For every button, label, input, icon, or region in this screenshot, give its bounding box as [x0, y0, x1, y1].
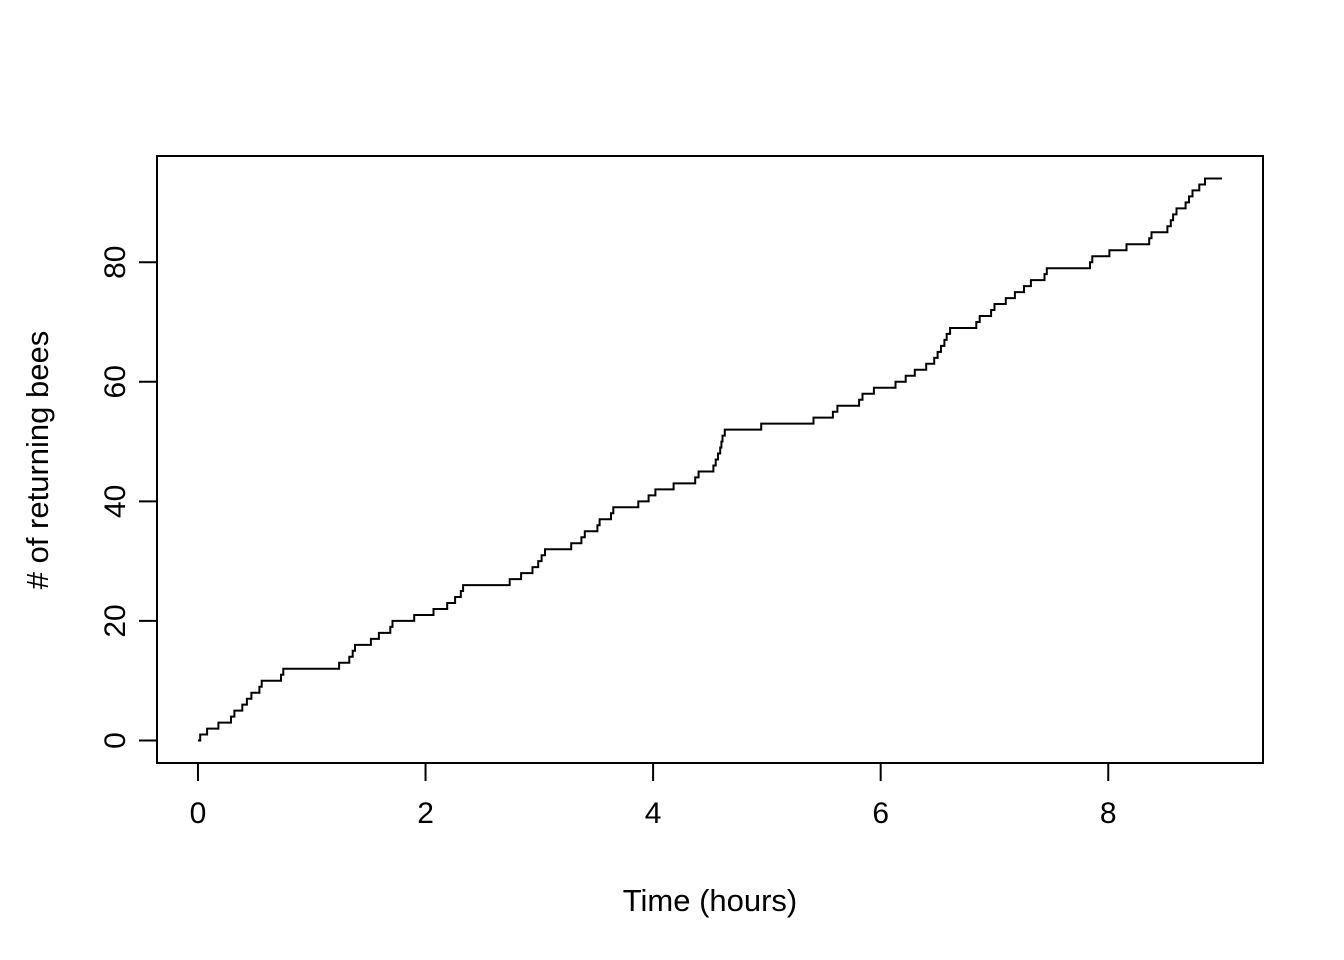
x-tick-label: 8 [1100, 797, 1117, 830]
y-tick-label: 60 [99, 365, 132, 398]
step-curve [198, 177, 1222, 742]
x-axis-title: Time (hours) [622, 883, 798, 918]
y-tick-label: 80 [99, 246, 132, 279]
x-tick-label: 0 [190, 797, 207, 830]
x-tick-label: 4 [645, 797, 662, 830]
y-tick-label: 20 [99, 604, 132, 637]
y-tick-label: 0 [99, 732, 132, 749]
x-tick-label: 2 [417, 797, 434, 830]
plot-box [156, 155, 1264, 764]
y-tick-label: 40 [99, 485, 132, 518]
x-tick-label: 6 [872, 797, 889, 830]
y-axis-title: # of returning bees [20, 330, 55, 590]
